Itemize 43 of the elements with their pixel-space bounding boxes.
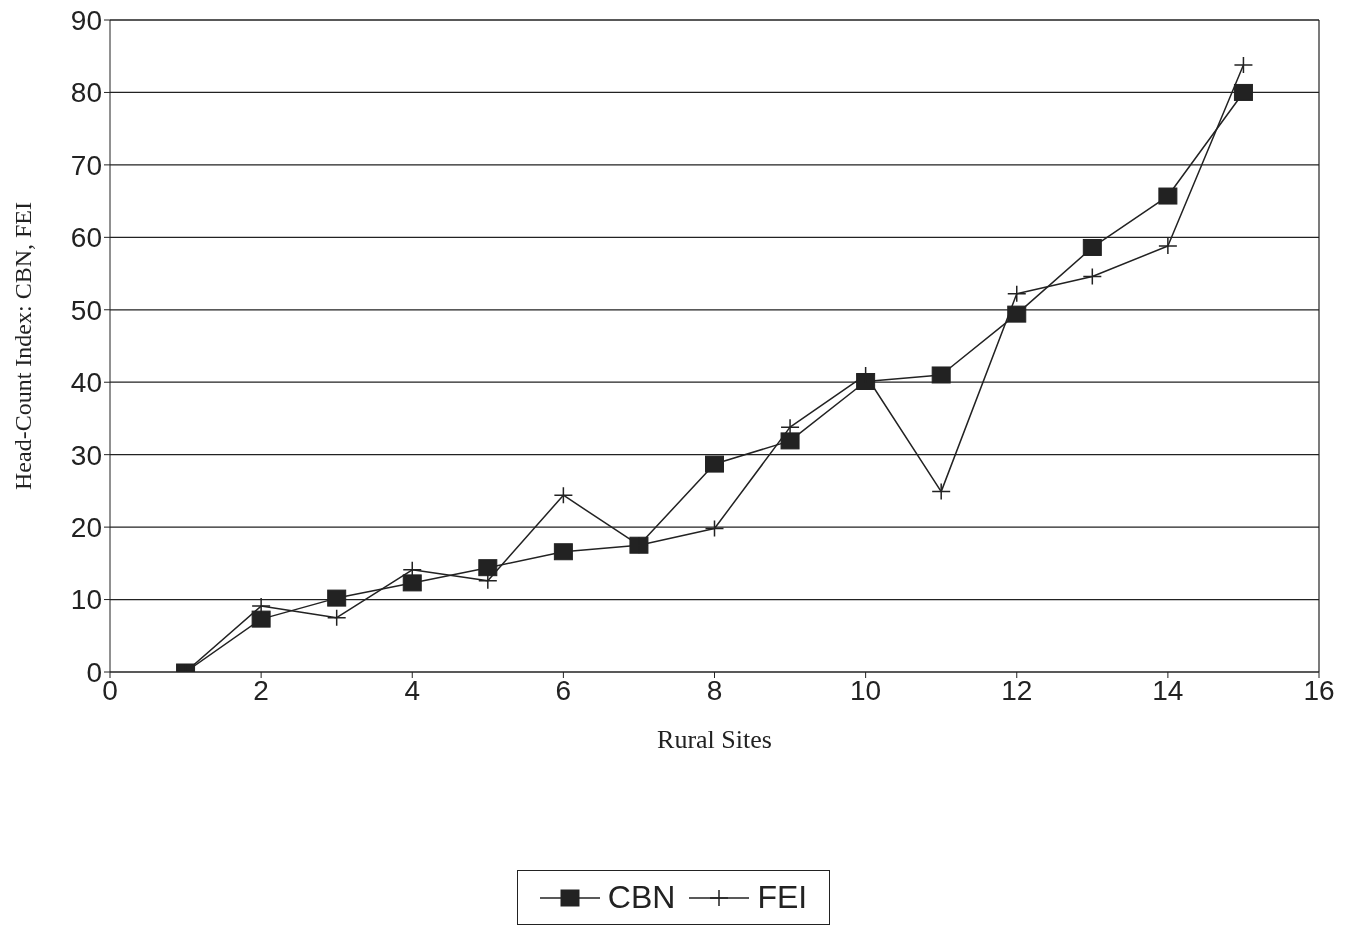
x-tick-label: 6 — [555, 674, 572, 706]
y-tick-label: 70 — [70, 149, 102, 181]
point — [1082, 238, 1102, 256]
point — [931, 482, 951, 501]
legend-label: FEI — [757, 879, 808, 916]
point — [251, 597, 271, 615]
x-tick-label: 8 — [706, 674, 723, 706]
point — [704, 519, 725, 538]
x-tick-label: 2 — [253, 674, 269, 706]
point — [251, 610, 271, 628]
point — [931, 366, 951, 384]
point — [1082, 267, 1103, 286]
x-axis-title: Rural Sites — [657, 725, 772, 754]
x-tick-label: 4 — [404, 674, 421, 706]
point — [553, 486, 574, 504]
point — [780, 418, 800, 436]
point — [1007, 305, 1027, 323]
x-tick-label: 12 — [1001, 674, 1033, 706]
y-tick-label: 50 — [70, 294, 102, 326]
point — [553, 543, 573, 561]
y-tick-label: 30 — [70, 439, 102, 471]
x-tick-label: 16 — [1303, 674, 1335, 706]
y-tick-label: 40 — [70, 367, 102, 399]
legend-label: CBN — [607, 879, 676, 916]
y-tick-label: 20 — [70, 512, 102, 544]
point — [1158, 237, 1178, 255]
point — [705, 455, 724, 473]
point — [780, 432, 800, 450]
y-tick-label: 10 — [70, 584, 102, 616]
point — [1158, 187, 1178, 205]
point — [1233, 83, 1253, 101]
y-tick-label: 60 — [70, 222, 102, 254]
point — [327, 589, 347, 607]
point — [1007, 285, 1027, 303]
x-tick-label: 14 — [1152, 674, 1184, 706]
point — [326, 608, 347, 627]
y-tick-label: 90 — [70, 4, 102, 36]
y-axis-title: Head-Count Index: CBN, FEI — [9, 202, 36, 490]
point — [402, 574, 422, 592]
point — [1233, 56, 1254, 74]
point — [478, 559, 498, 577]
y-tick-label: 80 — [70, 77, 102, 109]
x-tick-label: 10 — [850, 674, 882, 706]
